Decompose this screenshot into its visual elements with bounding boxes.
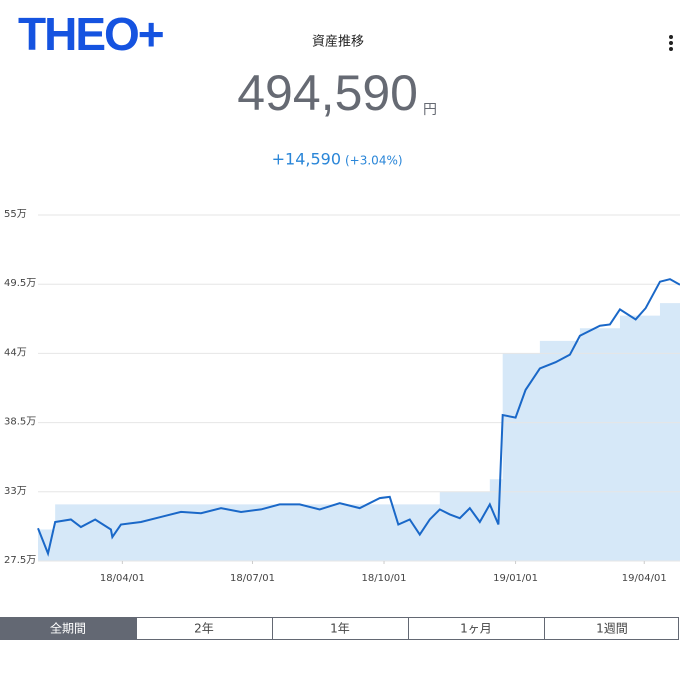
change-amount: +14,590 — [272, 150, 341, 169]
y-tick-label: 27.5万 — [4, 555, 36, 566]
x-tick-label: 18/07/01 — [230, 573, 275, 584]
menu[interactable] — [669, 35, 673, 51]
deposit-area — [38, 303, 680, 561]
x-tick-label: 19/01/01 — [493, 573, 538, 584]
period-tab-label[interactable]: 全期間 — [50, 621, 86, 636]
period-tab-label[interactable]: 1週間 — [596, 622, 628, 636]
y-tick-label: 33万 — [4, 486, 27, 497]
x-tick-label: 18/10/01 — [362, 573, 407, 584]
y-tick-label: 38.5万 — [4, 417, 36, 428]
value-line — [37, 278, 680, 557]
period-tab-label[interactable]: 1ヶ月 — [460, 622, 492, 636]
currency-unit: 円 — [423, 102, 437, 118]
y-tick-label: 49.5万 — [4, 278, 36, 289]
x-tick-label: 19/04/01 — [622, 573, 667, 584]
period-tab-label[interactable]: 2年 — [194, 622, 214, 636]
total-value: 494,590 — [237, 65, 418, 121]
logo[interactable]: THEO+ — [18, 8, 165, 60]
y-tick-label: 55万 — [4, 209, 27, 220]
y-tick-label: 44万 — [4, 347, 27, 358]
x-tick-label: 18/04/01 — [100, 573, 145, 584]
period-tab[interactable] — [544, 617, 679, 640]
period-tab-label[interactable]: 1年 — [330, 622, 350, 636]
page-title: 資産推移 — [312, 34, 364, 50]
change-percent: (+3.04%) — [345, 154, 403, 168]
